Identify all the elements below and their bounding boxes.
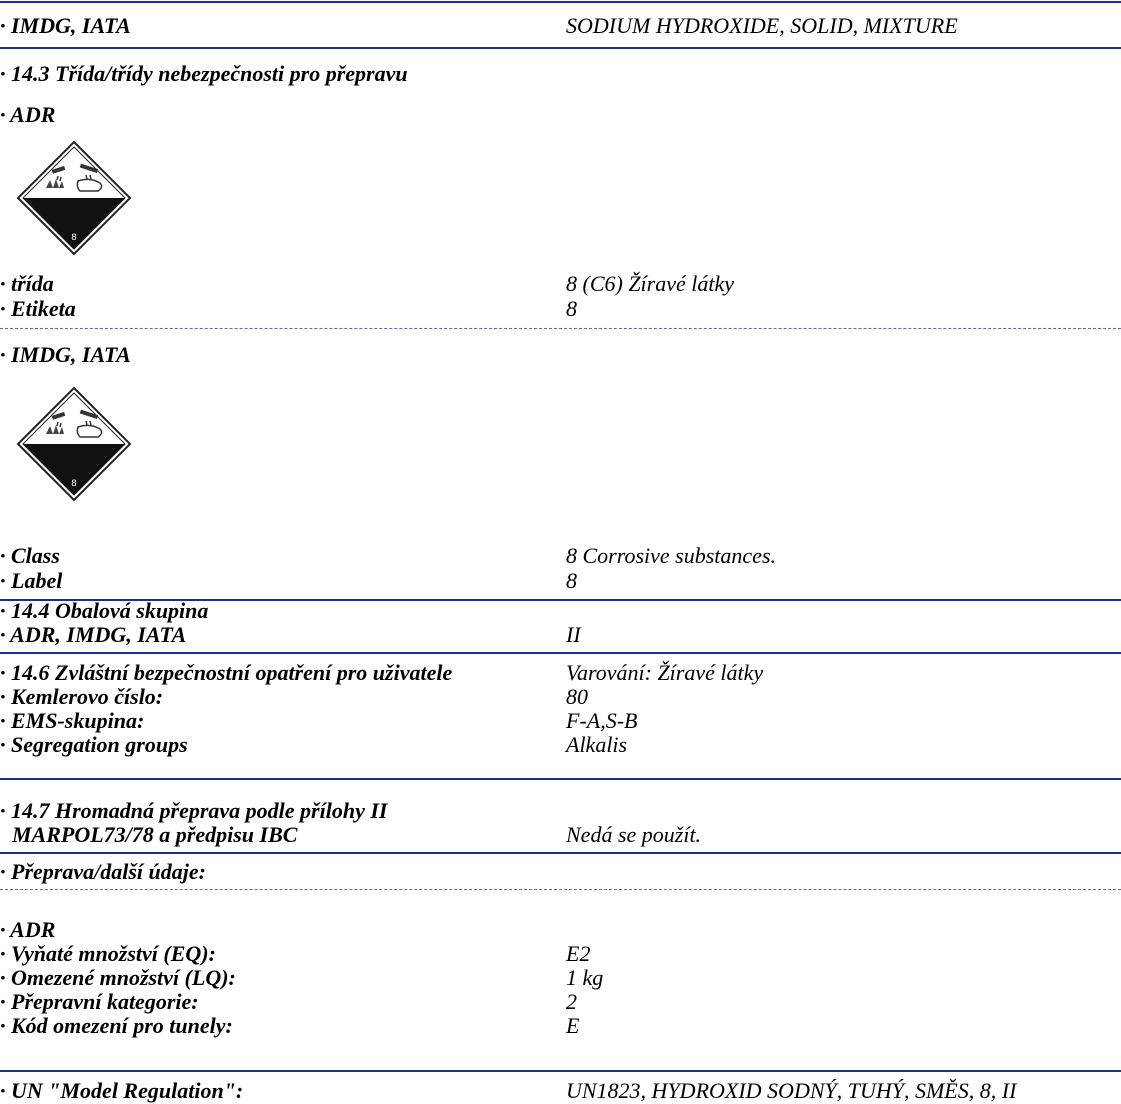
row-label: · Segregation groups xyxy=(0,732,188,757)
row-value: 8 (C6) Žíravé látky xyxy=(566,271,735,296)
placard-class-number: 8 xyxy=(71,479,77,489)
row-value: F-A,S-B xyxy=(566,708,638,733)
heading-transport-info: · Přeprava/další údaje: xyxy=(0,859,206,884)
section-divider xyxy=(0,1,1121,3)
row-label: · Label xyxy=(0,568,63,593)
row-label: · Kód omezení pro tunely: xyxy=(0,1013,233,1038)
row-label: MARPOL73/78 a předpisu IBC xyxy=(12,822,298,847)
corrosive-placard-icon: 8 xyxy=(16,386,132,502)
row-value: 80 xyxy=(566,684,588,709)
section-divider xyxy=(0,778,1121,780)
row-value: SODIUM HYDROXIDE, SOLID, MIXTURE xyxy=(566,13,958,38)
row-value: E2 xyxy=(566,941,591,966)
section-divider xyxy=(0,652,1121,654)
row-value: 8 xyxy=(566,568,577,593)
heading-14-7: · 14.7 Hromadná přeprava podle přílohy I… xyxy=(0,798,388,823)
mode-label-imdg-iata: · IMDG, IATA xyxy=(0,342,131,367)
row-value: 8 Corrosive substances. xyxy=(566,543,777,568)
row-value: 2 xyxy=(566,989,577,1014)
row-label: · Class xyxy=(0,543,60,568)
row-label: · EMS-skupina: xyxy=(0,708,145,733)
section-divider xyxy=(0,599,1121,601)
row-value: E xyxy=(566,1013,580,1038)
placard-class-number: 8 xyxy=(71,233,77,243)
section-divider xyxy=(0,1070,1121,1072)
row-value: Nedá se použít. xyxy=(566,822,702,847)
heading-14-4: · 14.4 Obalová skupina xyxy=(0,598,209,623)
row-label: · IMDG, IATA xyxy=(0,13,131,38)
row-value: Alkalis xyxy=(566,732,628,757)
section-divider xyxy=(0,852,1121,854)
row-label: · třída xyxy=(0,271,54,296)
corrosive-placard-icon: 8 xyxy=(16,140,132,256)
row-value: Varování: Žíravé látky xyxy=(566,660,764,685)
row-label: · Přepravní kategorie: xyxy=(0,989,199,1014)
row-label: · Omezené množství (LQ): xyxy=(0,965,236,990)
row-label: · Vyňaté množství (EQ): xyxy=(0,941,216,966)
subsection-divider xyxy=(0,889,1121,890)
row-value: II xyxy=(566,622,581,647)
row-label: · UN "Model Regulation": xyxy=(0,1078,244,1103)
heading-14-3: · 14.3 Třída/třídy nebezpečnosti pro pře… xyxy=(0,61,408,86)
row-value: UN1823, HYDROXID SODNÝ, TUHÝ, SMĚS, 8, I… xyxy=(566,1078,1017,1103)
row-value: 1 kg xyxy=(566,965,604,990)
row-label: · Kemlerovo číslo: xyxy=(0,684,164,709)
row-label: · Etiketa xyxy=(0,296,76,321)
heading-14-6: · 14.6 Zvláštní bezpečnostní opatření pr… xyxy=(0,660,453,685)
subsection-divider xyxy=(0,328,1121,329)
section-divider xyxy=(0,47,1121,49)
row-value: 8 xyxy=(566,296,577,321)
mode-label-adr: · ADR xyxy=(0,917,56,942)
mode-label-adr: · ADR xyxy=(0,102,56,127)
row-label: · ADR, IMDG, IATA xyxy=(0,622,187,647)
